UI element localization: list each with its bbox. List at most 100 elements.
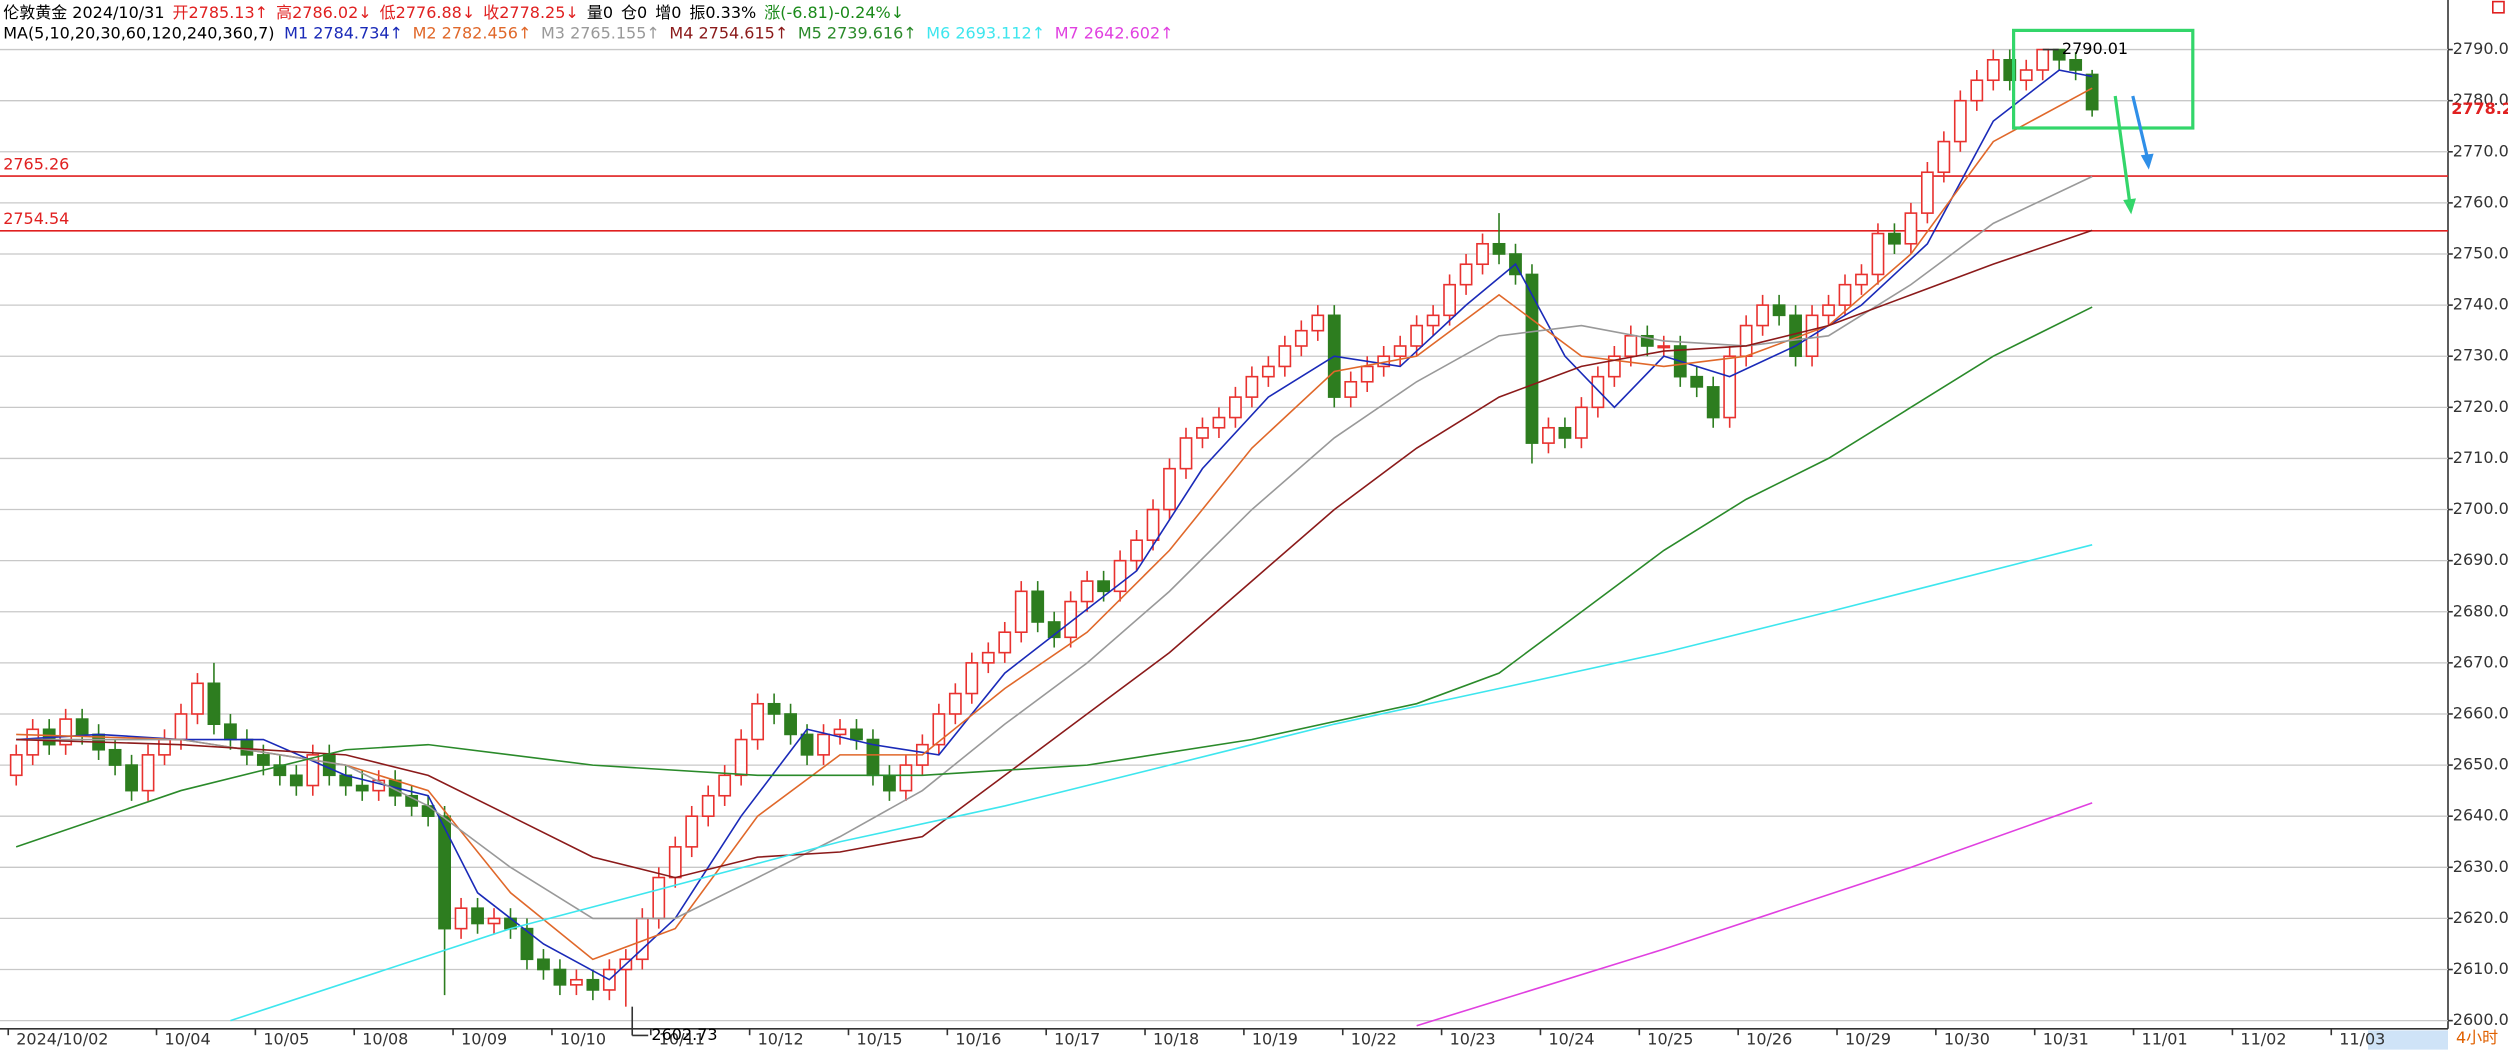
x-tick-label: 10/30	[1944, 1030, 1990, 1049]
header-item: 低2776.88↓	[380, 2, 476, 21]
candle-body	[240, 738, 254, 756]
header-item: 高2786.02↓	[276, 2, 372, 21]
level-label: 2754.54	[3, 209, 69, 228]
current-price-label: 2778.25	[2451, 99, 2508, 118]
ma-label: MA(5,10,20,30,60,120,240,360,7)	[3, 23, 274, 42]
quote-header: 伦敦黄金 2024/10/31 开2785.13↑ 高2786.02↓ 低2776.8…	[3, 2, 904, 21]
candle-body	[1739, 324, 1753, 358]
header-item: 收2778.25↓	[483, 2, 579, 21]
candle-body	[1986, 58, 2000, 82]
candle-body	[306, 754, 320, 787]
candle-body	[1064, 600, 1078, 639]
candle-body	[1772, 304, 1786, 317]
x-tick-label: 10/29	[1845, 1030, 1891, 1049]
y-tick-label: 2770.00	[2453, 141, 2508, 160]
arrow-green-head	[2123, 198, 2136, 215]
ma-line	[230, 544, 2093, 1022]
candle-body	[1970, 79, 1984, 102]
ma-line	[16, 87, 2093, 961]
candle-body	[1080, 580, 1094, 603]
candle-body	[1344, 380, 1358, 398]
ma-line	[15, 306, 2093, 848]
y-tick-label: 2660.00	[2453, 703, 2508, 722]
candle-body	[1097, 580, 1111, 593]
candle-body	[1410, 324, 1424, 347]
legend-entry: M6 2693.112↑	[926, 23, 1045, 42]
candle-body	[2003, 58, 2017, 82]
y-tick-label: 2630.00	[2453, 857, 2508, 876]
x-tick-label: 10/25	[1647, 1030, 1693, 1049]
x-tick-label: 10/18	[1153, 1030, 1199, 1049]
x-tick-label: 11/01	[2142, 1030, 2188, 1049]
candle-body	[2052, 48, 2066, 61]
arrow-blue-head	[2140, 153, 2154, 170]
x-tick-label: 10/09	[461, 1030, 507, 1049]
y-tick-label: 2740.00	[2453, 295, 2508, 314]
candle-body	[1212, 416, 1226, 429]
candle-body	[701, 794, 715, 817]
x-tick-label: 10/16	[955, 1030, 1001, 1049]
candle-body	[652, 876, 666, 920]
y-tick-label: 2700.00	[2453, 499, 2508, 518]
candle-body	[2069, 58, 2083, 71]
header-item: 涨(-6.81)-0.24%↓	[764, 2, 904, 21]
candle-body	[833, 728, 847, 736]
x-tick-label: 10/15	[856, 1030, 902, 1049]
x-tick-label: 10/10	[560, 1030, 606, 1049]
candle-body	[1706, 386, 1720, 419]
candle-body	[1229, 396, 1242, 419]
x-tick-label: 10/22	[1351, 1030, 1397, 1049]
candle-body	[981, 651, 995, 664]
y-tick-label: 2640.00	[2453, 806, 2508, 825]
legend-entry: M4 2754.615↑	[669, 23, 788, 42]
candle-body	[1624, 334, 1638, 358]
candle-body	[2019, 69, 2033, 82]
candle-body	[1261, 365, 1275, 378]
candle-body	[751, 702, 765, 741]
y-tick-label: 2710.00	[2453, 448, 2508, 467]
header-item: 增0	[655, 2, 681, 21]
legend-entry: M7 2642.602↑	[1055, 23, 1174, 42]
candle-body	[158, 738, 171, 756]
candle-body	[1920, 171, 1934, 214]
candle-body	[1657, 345, 1671, 349]
x-tick-label: 11/02	[2240, 1030, 2286, 1049]
y-tick-label: 2720.00	[2453, 397, 2508, 416]
candle-body	[1360, 365, 1374, 383]
candle-body	[1904, 212, 1918, 245]
candle-body	[899, 764, 913, 792]
candle-body	[767, 702, 781, 715]
low-label: 2602.73	[651, 1025, 717, 1044]
candle-body	[1558, 426, 1572, 439]
x-tick-label: 10/23	[1450, 1030, 1496, 1049]
arrow-green	[2113, 95, 2132, 202]
candle-body	[1163, 467, 1176, 511]
high-label: 2790.01	[2062, 39, 2128, 58]
x-tick-label: 11/03	[2339, 1030, 2385, 1049]
candle-body	[471, 907, 484, 925]
candle-body	[734, 738, 748, 777]
candle-body	[1855, 273, 1868, 286]
candle-body	[586, 978, 600, 991]
ma-line	[16, 69, 2093, 981]
y-tick-label: 2680.00	[2453, 601, 2508, 620]
y-tick-label: 2730.00	[2453, 346, 2508, 365]
arrow-blue	[2131, 95, 2149, 158]
y-tick-label: 2620.00	[2453, 908, 2508, 927]
candle-body	[1311, 314, 1325, 332]
ma-legend: MA(5,10,20,30,60,120,240,360,7) M1 2784.7…	[3, 23, 1173, 42]
candle-body	[1459, 263, 1473, 286]
candle-body	[141, 754, 155, 792]
candle-body	[59, 718, 73, 746]
candle-body	[1888, 232, 1901, 245]
candle-body	[1426, 314, 1440, 327]
candle-body	[1574, 406, 1588, 439]
candle-body	[685, 815, 699, 848]
candle-body	[1525, 273, 1539, 444]
candle-body	[1953, 99, 1967, 143]
y-tick-label: 2760.00	[2453, 192, 2508, 211]
y-tick-label: 2780.00	[2453, 90, 2508, 109]
candle-body	[487, 917, 501, 925]
candle-body	[1492, 242, 1506, 255]
